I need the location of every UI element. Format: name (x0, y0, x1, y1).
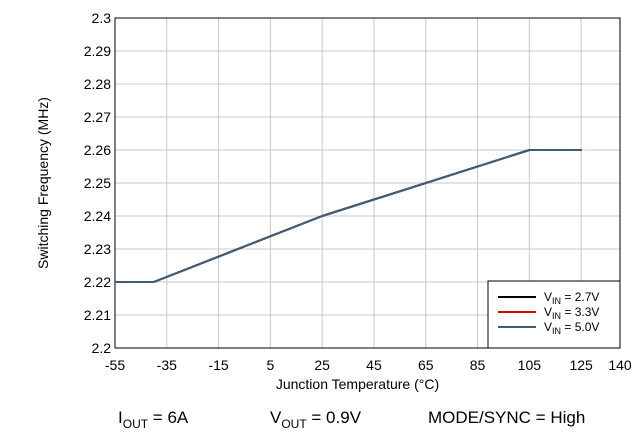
x-tick-label: 25 (314, 357, 330, 373)
plot-area (114, 17, 621, 349)
y-axis-title: Switching Frequency (MHz) (35, 97, 51, 269)
x-tick-label: 5 (266, 357, 274, 373)
condition-sub: OUT (281, 417, 307, 431)
condition-main: V (270, 408, 282, 427)
x-tick-label: 85 (470, 357, 486, 373)
legend-entry-rest: = 3.3V (561, 305, 599, 319)
legend-entry-rest: = 2.7V (561, 290, 599, 304)
condition-rest: = 6A (148, 408, 189, 427)
legend-entry: VIN = 5.0V (544, 320, 599, 336)
tick-labels: 2.2 2.21 2.22 2.23 2.24 2.25 2.26 2.27 2.28 2.29 2… (84, 10, 632, 373)
y-tick-label: 2.26 (84, 142, 111, 158)
test-conditions: IOUT = 6A VOUT = 0.9V MODE/SYNC = High (118, 408, 585, 431)
legend-entry: VIN = 2.7V (544, 290, 599, 306)
data-point (114, 281, 116, 283)
x-tick-label: 65 (418, 357, 434, 373)
x-tick-label: -15 (208, 357, 228, 373)
x-tick-label: 105 (518, 357, 542, 373)
y-tick-label: 2.24 (84, 208, 111, 224)
y-tick-label: 2.23 (84, 241, 111, 257)
legend-box (487, 280, 621, 349)
series-lines (114, 149, 582, 283)
legend-entry-main: V (544, 320, 552, 334)
y-tick-label: 2.21 (84, 307, 111, 323)
data-point (528, 149, 531, 151)
y-tick-label: 2.28 (84, 76, 111, 92)
y-tick-label: 2.27 (84, 109, 111, 125)
x-tick-label: -55 (105, 357, 125, 373)
legend-entry-sub: IN (552, 311, 561, 321)
legend-entry-sub: IN (552, 296, 561, 306)
y-tick-label: 2.22 (84, 274, 111, 290)
legend-entry: VIN = 3.3V (544, 305, 599, 321)
condition-0: IOUT = 6A (118, 408, 189, 431)
legend-entry-rest: = 5.0V (561, 320, 599, 334)
condition-main: I (118, 408, 123, 427)
data-point (321, 215, 323, 217)
legend-entry-main: V (544, 305, 552, 319)
y-tick-label: 2.3 (92, 10, 112, 26)
data-point (153, 281, 155, 283)
condition-sub: OUT (123, 417, 149, 431)
y-tick-label: 2.2 (92, 340, 112, 356)
x-tick-label: 140 (608, 357, 632, 373)
legend-entry-sub: IN (552, 326, 561, 336)
condition-1: VOUT = 0.9V (270, 408, 362, 431)
y-tick-label: 2.25 (84, 175, 111, 191)
x-tick-label: 125 (569, 357, 593, 373)
x-tick-label: -35 (157, 357, 177, 373)
x-axis-title: Junction Temperature (°C) (276, 376, 439, 392)
condition-rest: = 0.9V (307, 408, 362, 427)
data-point (580, 149, 582, 151)
condition-main: MODE/SYNC = High (428, 408, 585, 427)
legend-entry-main: V (544, 290, 552, 304)
y-tick-label: 2.29 (84, 43, 111, 59)
x-tick-label: 45 (366, 357, 382, 373)
condition-2: MODE/SYNC = High (428, 408, 585, 427)
